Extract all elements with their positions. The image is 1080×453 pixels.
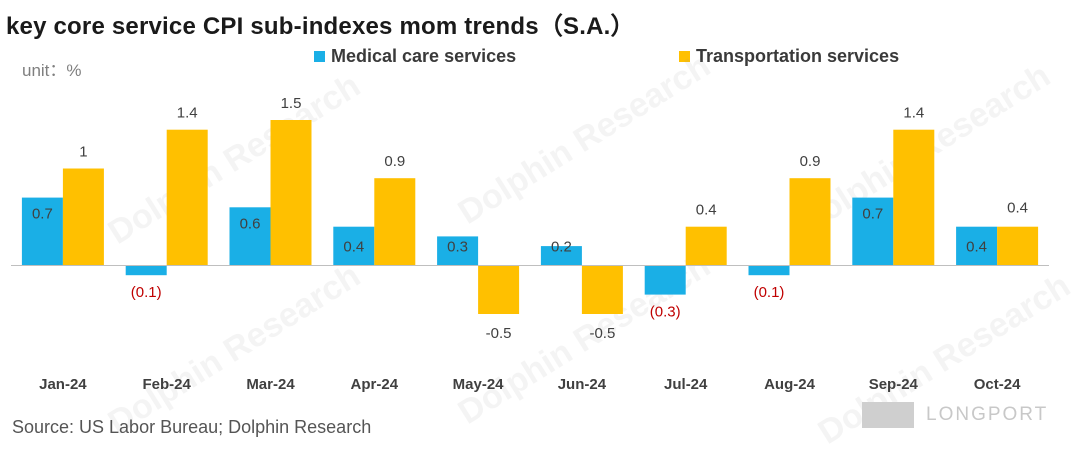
legend-swatch-transport: [679, 51, 690, 62]
bar-transport: [62, 168, 104, 266]
x-tick-label: Feb-24: [143, 376, 192, 393]
x-tick-label: Apr-24: [351, 376, 399, 393]
x-tick-label: Aug-24: [764, 376, 815, 393]
x-tick-label: Oct-24: [974, 376, 1021, 393]
data-label-medical: 0.2: [551, 239, 572, 256]
data-label-transport: 0.4: [696, 202, 717, 219]
brand-name: LONGPORT: [926, 404, 1049, 425]
bar-transport: [997, 226, 1039, 266]
bar-transport: [270, 120, 312, 266]
legend-label-transport: Transportation services: [696, 46, 900, 66]
legend-label-medical: Medical care services: [331, 46, 517, 66]
bar-medical: [956, 226, 998, 266]
x-tick-label: Jul-24: [664, 376, 708, 393]
data-label-medical: 0.7: [32, 206, 53, 223]
bar-transport: [166, 129, 208, 266]
data-label-transport: -0.5: [589, 325, 615, 342]
bar-transport: [893, 129, 935, 266]
data-label-medical: (0.1): [754, 284, 785, 301]
bar-medical: [437, 236, 479, 266]
data-label-medical: 0.4: [966, 239, 987, 256]
data-label-transport: -0.5: [486, 325, 512, 342]
bar-transport: [789, 178, 831, 266]
data-label-transport: 0.4: [1007, 200, 1028, 217]
bar-medical: [229, 207, 271, 266]
legend-swatch-medical: [314, 51, 325, 62]
data-label-transport: 1.4: [903, 105, 924, 122]
bar-transport: [374, 178, 416, 266]
legend-item-medical: Medical care services: [314, 46, 516, 67]
data-label-medical: 0.3: [447, 239, 468, 256]
bar-medical: [644, 265, 686, 295]
bar-medical: [21, 197, 63, 266]
x-tick-label: Jun-24: [558, 376, 607, 393]
data-label-medical: (0.1): [131, 284, 162, 301]
data-label-transport: 0.9: [384, 153, 405, 170]
data-label-transport: 1.4: [177, 105, 198, 122]
legend-item-transport: Transportation services: [679, 46, 899, 67]
x-tick-label: Sep-24: [869, 376, 919, 393]
data-label-transport: 0.9: [800, 153, 821, 170]
bar-medical: [540, 246, 582, 266]
data-label-medical: (0.3): [650, 304, 681, 321]
x-tick-label: May-24: [453, 376, 505, 393]
unit-label: unit：%: [22, 61, 82, 80]
data-label-transport: 1.5: [281, 95, 302, 112]
source-note: Source: US Labor Bureau; Dolphin Researc…: [12, 417, 372, 437]
data-label-medical: 0.4: [343, 239, 364, 256]
data-label-medical: 0.6: [240, 215, 261, 232]
bar-transport: [478, 265, 520, 314]
x-tick-label: Mar-24: [246, 376, 295, 393]
bar-medical: [125, 265, 167, 276]
data-label-medical: 0.7: [862, 206, 883, 223]
bar-transport: [685, 226, 727, 266]
data-label-transport: 1: [79, 144, 87, 161]
brand-logo: LONGPORT: [862, 402, 1048, 428]
page-title: key core service CPI sub-indexes mom tre…: [6, 13, 635, 40]
bar-medical: [333, 226, 375, 266]
brand-mark-icon: [862, 402, 914, 428]
bar-medical: [852, 197, 894, 266]
x-tick-label: Jan-24: [39, 376, 87, 393]
bar-transport: [581, 265, 623, 314]
bar-medical: [748, 265, 790, 276]
